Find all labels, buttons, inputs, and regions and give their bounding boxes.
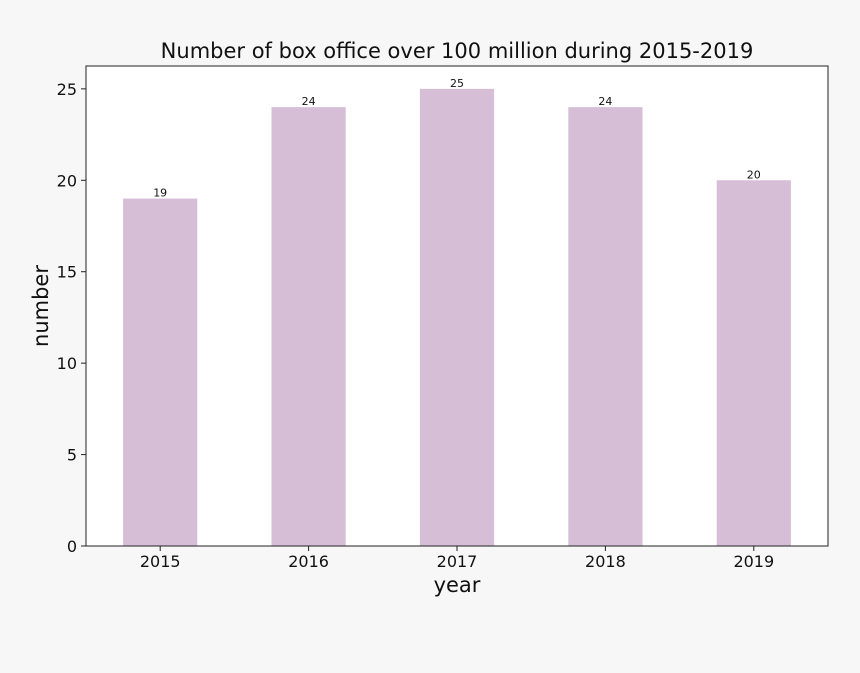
y-tick-label-20: 20 (57, 171, 77, 190)
x-tick-label-2016: 2016 (288, 552, 329, 571)
bar-2019 (716, 180, 791, 547)
x-axis-label: year (434, 573, 481, 597)
data-label-2017: 25 (450, 77, 464, 90)
data-label-2016: 24 (302, 95, 316, 108)
bars-group (123, 88, 791, 547)
y-tick-label-15: 15 (57, 263, 77, 282)
bar-2017 (419, 88, 495, 546)
data-labels-group: 19 24 25 24 20 (153, 77, 761, 200)
x-tick-label-2017: 2017 (437, 552, 478, 571)
bar-2018 (568, 107, 643, 547)
x-tick-label-2019: 2019 (733, 552, 774, 571)
x-axis-ticks: 2015 2016 2017 2018 2019 (140, 546, 774, 571)
bar-2015 (123, 198, 198, 547)
x-tick-label-2015: 2015 (140, 552, 181, 571)
y-axis-ticks: 0 5 10 15 20 25 (57, 80, 86, 556)
bar-2016 (271, 107, 346, 547)
x-tick-label-2018: 2018 (585, 552, 626, 571)
data-label-2018: 24 (598, 95, 612, 108)
data-label-2019: 20 (747, 168, 761, 181)
y-tick-label-0: 0 (67, 537, 77, 556)
data-label-2015: 19 (153, 187, 167, 200)
y-axis-label: number (29, 265, 53, 347)
y-tick-label-10: 10 (57, 354, 77, 373)
y-tick-label-25: 25 (57, 80, 77, 99)
chart-title: Number of box office over 100 million du… (161, 39, 754, 63)
y-tick-label-5: 5 (67, 446, 77, 465)
